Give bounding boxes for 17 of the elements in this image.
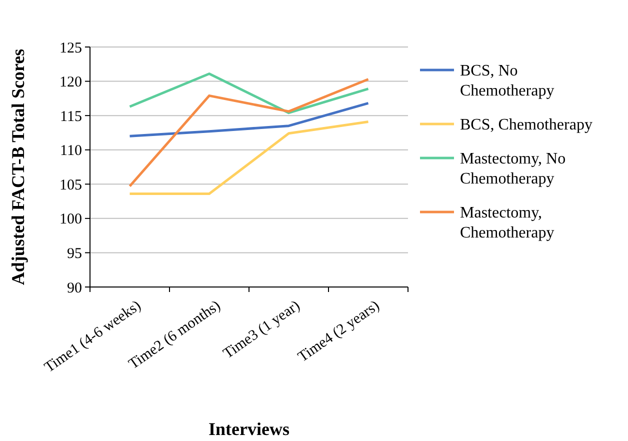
legend-label: BCS, No Chemotherapy — [460, 62, 554, 100]
y-tick-label: 110 — [60, 143, 82, 160]
line-series — [128, 78, 370, 188]
y-tick-label: 100 — [60, 212, 82, 228]
y-tick-label: 95 — [67, 246, 82, 262]
y-tick-label: 125 — [60, 40, 82, 56]
legend-label: Mastectomy, Chemotherapy — [460, 204, 554, 242]
y-axis-title: Adjusted FACT-B Total Scores — [8, 48, 28, 286]
y-tick-label: 120 — [60, 74, 82, 91]
legend-label: BCS, Chemotherapy — [460, 116, 592, 134]
legend-label: Mastectomy, No Chemotherapy — [460, 150, 566, 188]
line-series — [128, 72, 370, 114]
line-series — [128, 102, 370, 138]
x-axis-title: Interviews — [208, 419, 290, 439]
y-tick-label: 115 — [60, 108, 82, 125]
y-tick-label: 90 — [67, 280, 82, 296]
y-tick-label: 105 — [60, 177, 82, 194]
